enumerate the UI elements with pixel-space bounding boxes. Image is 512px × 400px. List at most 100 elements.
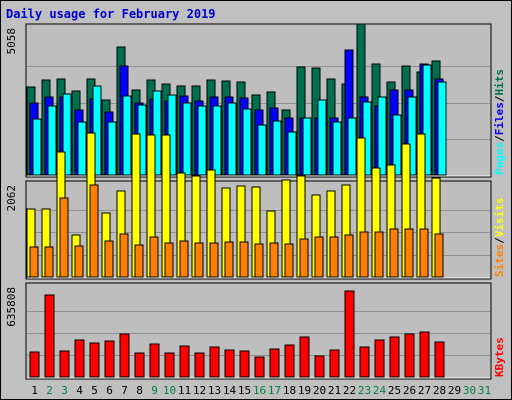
pages-bar-day-22	[347, 117, 357, 176]
kbytes-bar-day-26	[404, 333, 415, 378]
x-tick-day-14: 14	[223, 384, 237, 397]
pages-bar-day-14	[227, 102, 237, 176]
kbytes-bar-day-11	[179, 345, 190, 378]
pages-bar-day-17	[272, 120, 282, 176]
sites-bar-day-16	[254, 243, 264, 278]
pages-bar-day-3	[62, 93, 72, 176]
pages-bar-day-21	[332, 121, 342, 176]
kbytes-bar-day-18	[284, 344, 295, 378]
x-tick-day-18: 18	[283, 384, 296, 397]
sites-bar-day-5	[89, 184, 99, 278]
kbytes-bar-day-17	[269, 348, 280, 378]
kbytes-bar-day-25	[389, 336, 400, 378]
kbytes-bar-day-3	[59, 350, 70, 378]
pages-bar-day-24	[377, 96, 387, 176]
x-tick-day-16: 16	[253, 384, 266, 397]
x-tick-day-1: 1	[31, 384, 38, 397]
sites-bar-day-17	[269, 242, 279, 278]
y-max-label-panel-2: 2062	[5, 185, 18, 212]
pages-bar-day-11	[182, 102, 192, 176]
legend-pages: Pages	[493, 142, 506, 175]
legend-separator: /	[493, 135, 506, 142]
x-tick-day-13: 13	[208, 384, 221, 397]
pages-bar-day-15	[242, 108, 252, 176]
legend-visits: Visits	[493, 198, 506, 238]
kbytes-bar-day-16	[254, 356, 265, 378]
sites-bar-day-23	[359, 231, 369, 278]
x-tick-day-26: 26	[403, 384, 416, 397]
x-tick-day-17: 17	[268, 384, 281, 397]
legend-files: Files	[493, 102, 506, 135]
kbytes-bar-day-13	[209, 346, 220, 378]
kbytes-bar-day-9	[149, 343, 160, 378]
pages-bar-day-16	[257, 124, 267, 176]
x-tick-day-22: 22	[343, 384, 356, 397]
legend-separator: /	[493, 95, 506, 102]
sites-bar-day-18	[284, 243, 294, 278]
sites-bar-day-6	[104, 240, 114, 278]
kbytes-bar-day-20	[314, 355, 325, 378]
legend-separator: /	[493, 237, 506, 244]
legend-panel-3: KBytes	[493, 337, 506, 377]
x-tick-day-12: 12	[193, 384, 206, 397]
sites-bar-day-28	[434, 233, 444, 278]
sites-bar-day-12	[194, 242, 204, 278]
sites-bar-day-22	[344, 234, 354, 278]
kbytes-bar-day-5	[89, 342, 100, 378]
kbytes-bar-day-21	[329, 349, 340, 378]
x-tick-day-24: 24	[373, 384, 387, 397]
x-tick-day-20: 20	[313, 384, 326, 397]
pages-bar-day-27	[422, 64, 432, 176]
sites-bar-day-2	[44, 246, 54, 278]
kbytes-bar-day-12	[194, 352, 205, 378]
x-tick-day-7: 7	[121, 384, 128, 397]
pages-bar-day-1	[32, 118, 42, 176]
sites-bar-day-9	[149, 236, 159, 278]
x-tick-day-28: 28	[433, 384, 446, 397]
sites-bar-day-8	[134, 244, 144, 278]
x-tick-day-29: 29	[448, 384, 461, 397]
sites-bar-day-19	[299, 238, 309, 278]
kbytes-bar-day-14	[224, 349, 235, 378]
x-tick-day-4: 4	[76, 384, 83, 397]
kbytes-bar-day-7	[119, 333, 130, 378]
x-tick-day-5: 5	[91, 384, 98, 397]
pages-bar-day-28	[437, 81, 447, 176]
chart-title: Daily usage for February 2019	[6, 7, 216, 21]
kbytes-bar-day-22	[344, 290, 355, 378]
x-tick-day-30: 30	[463, 384, 476, 397]
pages-bar-day-7	[122, 95, 132, 176]
kbytes-bar-day-6	[104, 340, 115, 378]
x-tick-day-6: 6	[106, 384, 113, 397]
pages-bar-day-5	[92, 85, 102, 176]
kbytes-bar-day-27	[419, 331, 430, 378]
sites-bar-day-1	[29, 246, 39, 278]
x-tick-day-2: 2	[46, 384, 53, 397]
kbytes-bar-day-2	[44, 294, 55, 378]
sites-bar-day-26	[404, 228, 414, 278]
kbytes-bar-day-23	[359, 346, 370, 378]
y-max-label-panel-3: 635808	[5, 287, 18, 327]
pages-bar-day-12	[197, 105, 207, 176]
x-tick-day-11: 11	[178, 384, 191, 397]
sites-bar-day-14	[224, 241, 234, 278]
sites-bar-day-24	[374, 231, 384, 278]
legend-hits: Hits	[493, 69, 506, 96]
pages-bar-day-19	[302, 117, 312, 176]
legend-panel-1: Pages/Files/Hits	[493, 69, 506, 175]
kbytes-bar-day-4	[74, 339, 85, 378]
legend-sites: Sites	[493, 244, 506, 277]
kbytes-bar-day-10	[164, 352, 175, 378]
sites-bar-day-3	[59, 197, 69, 278]
x-tick-day-8: 8	[136, 384, 143, 397]
sites-bar-day-15	[239, 241, 249, 278]
sites-bar-day-10	[164, 242, 174, 278]
x-tick-day-23: 23	[358, 384, 371, 397]
pages-bar-day-13	[212, 105, 222, 176]
legend-panel-2: Sites/Visits	[493, 198, 506, 278]
y-max-label-panel-1: 5058	[5, 28, 18, 55]
x-tick-day-3: 3	[61, 384, 68, 397]
sites-bar-day-21	[329, 236, 339, 278]
pages-bar-day-20	[317, 99, 327, 176]
